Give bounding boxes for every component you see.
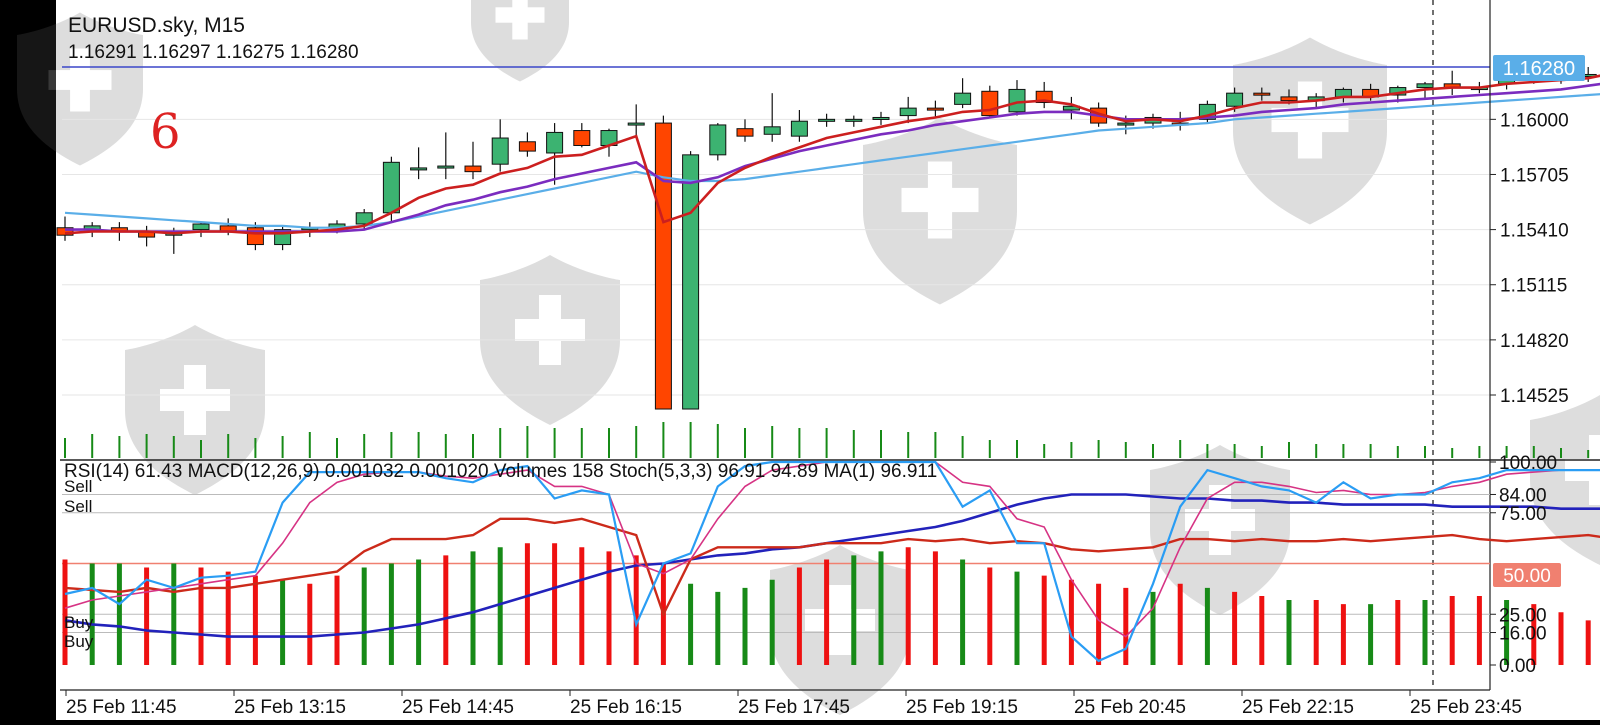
candle <box>573 123 591 148</box>
candle <box>464 141 482 180</box>
stoch-main-line <box>64 460 1600 663</box>
candle <box>709 123 727 161</box>
price-tick-label: 1.14820 <box>1500 331 1569 352</box>
last-price-label-bg <box>1493 55 1585 81</box>
candle <box>1198 100 1216 124</box>
symbol-timeframe[interactable]: EURUSD.sky, M15 <box>68 14 245 37</box>
indicator-levels <box>62 493 1490 634</box>
ma-purple-line <box>65 82 1600 233</box>
candle <box>192 222 210 238</box>
ma-red-line <box>64 74 1600 235</box>
sell-label-2: Sell <box>64 497 92 516</box>
indicator-header: RSI(14) 61.43 MACD(12,26,9) 0.001032 0.0… <box>64 461 937 482</box>
indicator-histogram <box>62 543 1591 665</box>
candle <box>546 123 564 185</box>
time-tick-label: 25 Feb 13:15 <box>234 697 346 718</box>
time-tick-label: 25 Feb 23:45 <box>1410 697 1522 718</box>
candle <box>926 100 944 118</box>
shield-watermark-icon <box>863 117 1017 305</box>
ohlc-values: 1.16291 1.16297 1.16275 1.16280 <box>68 42 359 63</box>
price-tick-label: 1.15705 <box>1500 165 1569 186</box>
macd-signal-line <box>64 493 1600 638</box>
candle <box>627 104 645 139</box>
indicator-tick-label: 75.00 <box>1499 504 1547 525</box>
shield-watermark-icon <box>125 325 265 495</box>
level-50-label-bg <box>1493 563 1561 587</box>
volume-histogram <box>64 422 1590 458</box>
candle <box>491 119 509 172</box>
time-tick-label: 25 Feb 14:45 <box>402 697 514 718</box>
candle <box>954 78 972 109</box>
rsi-line <box>64 517 1600 618</box>
candle <box>845 115 863 127</box>
time-tick-label: 25 Feb 17:45 <box>738 697 850 718</box>
candle <box>790 109 808 142</box>
candle <box>872 111 890 125</box>
candle <box>818 113 836 127</box>
time-tick-label: 25 Feb 20:45 <box>1074 697 1186 718</box>
candle <box>1253 87 1271 101</box>
time-axis: 25 Feb 11:45 25 Feb 13:15 25 Feb 14:45 25 F… <box>65 690 1522 718</box>
ma-blue-line <box>64 93 1600 229</box>
candle <box>1008 80 1026 116</box>
indicator-tick-label: 100.00 <box>1499 453 1557 474</box>
sell-label-1: Sell <box>64 477 92 496</box>
time-tick-label: 25 Feb 16:15 <box>570 697 682 718</box>
indicator-tick-label: 25.00 <box>1499 605 1547 626</box>
price-tick-label: 1.15410 <box>1500 221 1569 242</box>
candle <box>736 119 754 142</box>
level-50-label: 50.00 <box>1503 566 1551 587</box>
candle <box>518 132 536 157</box>
candle <box>1035 81 1053 109</box>
overlay-number: 6 <box>150 104 181 160</box>
candle <box>682 151 700 410</box>
candle <box>410 147 428 180</box>
price-tick-label: 1.16000 <box>1500 110 1569 131</box>
price-tick-label: 1.15115 <box>1500 276 1567 297</box>
shield-watermark-icon <box>1150 445 1290 615</box>
time-tick-label: 25 Feb 11:45 <box>66 697 177 718</box>
indicator-tick-label: 84.00 <box>1499 485 1547 506</box>
candle <box>899 96 917 124</box>
indicator-tick-label: 0.00 <box>1499 656 1536 677</box>
candle <box>763 93 781 142</box>
time-tick-label: 25 Feb 22:15 <box>1242 697 1354 718</box>
buy-label-1: Buy <box>64 613 94 632</box>
price-axis: 1.16000 1.15705 1.15410 1.15115 1.14820 1.145… <box>1490 110 1569 407</box>
buy-label-2: Buy <box>64 632 94 651</box>
shield-watermark-icon <box>471 0 569 82</box>
time-tick-label: 25 Feb 19:15 <box>906 697 1018 718</box>
watermark-layer <box>16 0 1600 715</box>
last-price-label: 1.16280 <box>1503 58 1575 80</box>
price-tick-label: 1.14525 <box>1500 386 1569 407</box>
candlestick-series <box>56 67 1597 410</box>
shield-watermark-icon <box>16 12 143 166</box>
candle <box>437 132 455 180</box>
indicator-tick-label: 16.00 <box>1499 624 1547 645</box>
candle <box>654 115 672 410</box>
